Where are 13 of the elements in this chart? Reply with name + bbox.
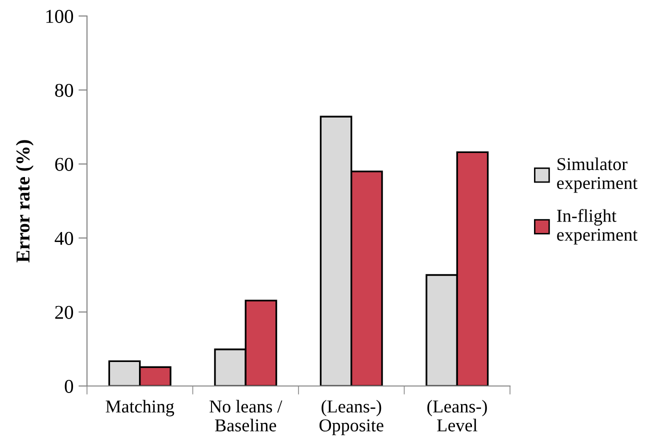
- x-tick-label: No leans / Baseline: [210, 400, 282, 432]
- y-tick-label: 40: [54, 232, 74, 245]
- x-tick-label: Matching: [106, 400, 174, 416]
- legend-label: Simulator experiment: [557, 158, 638, 193]
- y-tick-label: 60: [55, 158, 74, 171]
- x-tick-label: (Leans-) Opposite: [320, 400, 384, 436]
- y-tick-label: 0: [64, 380, 74, 393]
- y-tick-label: 20: [55, 306, 74, 319]
- y-tick-label: 80: [55, 84, 74, 97]
- y-tick-label: 100: [46, 10, 74, 23]
- x-tick-label: (Leans-) Level: [427, 400, 487, 432]
- y-axis-title: Error rate (%): [16, 140, 34, 262]
- legend-label: In-flight experiment: [557, 209, 638, 244]
